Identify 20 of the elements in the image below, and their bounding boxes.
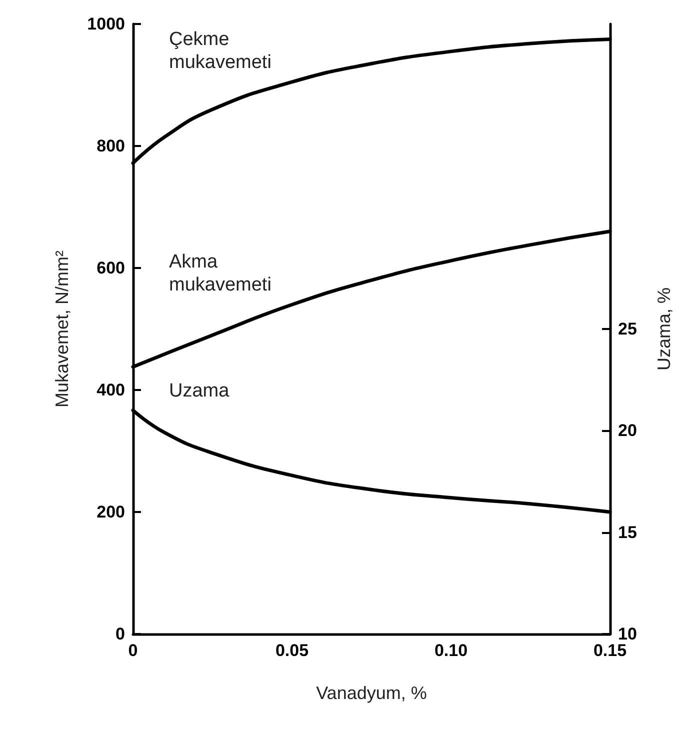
series-label: Akma mukavemeti [169,252,272,296]
y-axis-title: Mukavemet, N/mm² [52,250,72,408]
y2-tick-label: 15 [618,522,637,542]
y2-tick-label: 25 [618,320,637,338]
y-tick-label: 1000 [87,14,125,34]
y-tick-label: 200 [96,502,125,522]
y-tick-label: 800 [96,136,125,156]
y-tick-label: 0 [116,624,125,644]
y2-tick-label: 10 [618,624,637,644]
y-tick-label: 600 [96,258,125,278]
y2-axis-title: Uzama, % [654,287,674,371]
x-tick-label: 0.15 [593,641,627,660]
x-tick-label: 0.10 [434,641,468,660]
x-tick-label: 0.05 [275,641,309,660]
y2-tick-label: 20 [618,421,637,440]
series-label: Uzama [169,380,230,402]
series-label: Çekme mukavemeti [169,28,272,73]
y-tick-label: 400 [96,380,125,400]
x-tick-label: 0 [128,641,138,660]
x-axis-title: Vanadyum, % [316,683,427,703]
